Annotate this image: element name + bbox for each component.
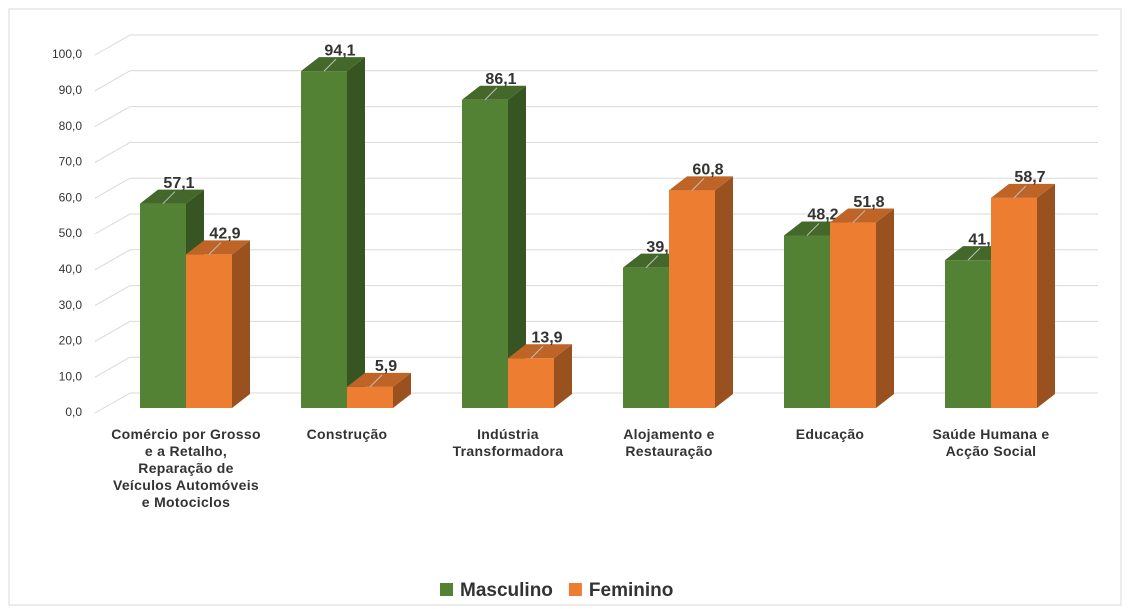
value-label: 58,7 [1014, 169, 1045, 186]
value-label: 48,2 [807, 207, 838, 224]
y-tick-label: 40,0 [59, 262, 83, 276]
bar [140, 189, 204, 408]
bar-side [393, 372, 411, 408]
bar-front [623, 267, 669, 408]
grid-line [94, 141, 1098, 163]
x-tick-label-box: Alojamento e Restauração [623, 426, 715, 459]
bar-top [462, 85, 526, 100]
bar-top [140, 189, 204, 204]
x-tick-label: Alojamento e Restauração [623, 426, 715, 459]
leader-line [369, 374, 383, 388]
y-tick-label: 0,0 [65, 405, 82, 419]
x-tick-label: Comércio por Grosso e a Retalho, Reparaç… [111, 426, 261, 510]
x-tick-label: Educação [795, 426, 865, 442]
y-tick-label: 60,0 [59, 190, 83, 204]
bar [669, 176, 733, 408]
legend-label: Masculino [460, 580, 553, 601]
x-tick-label: Saúde Humana e Acção Social [932, 426, 1050, 459]
y-tick-label: 10,0 [59, 369, 83, 383]
y-tick-label: 70,0 [59, 155, 83, 169]
y-tick-label: 20,0 [59, 334, 83, 348]
grid-line [94, 249, 1098, 271]
leader-line [162, 191, 176, 204]
bar-front [508, 358, 554, 408]
leader-line [967, 247, 981, 261]
x-tick-label-box: Indústria Transformadora [452, 426, 564, 459]
bar [186, 240, 250, 408]
bar-front [140, 203, 186, 408]
grid-line [94, 285, 1098, 307]
bar-top [991, 183, 1055, 198]
bar-side [508, 85, 526, 409]
grid-line [94, 177, 1098, 199]
leader-line [530, 345, 544, 359]
bar [830, 208, 894, 408]
value-label: 51,8 [853, 194, 884, 211]
value-label: 42,9 [209, 226, 240, 243]
bar-top [830, 208, 894, 223]
leader-line [1013, 185, 1027, 199]
bar [508, 344, 572, 408]
leader-line [645, 255, 659, 269]
x-tick-label-box: Comércio por Grosso e a Retalho, Reparaç… [111, 426, 261, 510]
bar-side [347, 57, 365, 408]
y-tick-label: 90,0 [59, 83, 83, 97]
y-tick-label: 80,0 [59, 119, 83, 133]
leader-line [852, 210, 866, 223]
y-tick-label: 50,0 [59, 226, 83, 240]
y-tick-label: 100,0 [52, 47, 82, 61]
grid-line [94, 70, 1098, 92]
grid-line [94, 320, 1098, 342]
bar-side [554, 344, 572, 408]
grid-line [94, 34, 1098, 56]
value-label: 94,1 [324, 42, 355, 59]
bar-front [301, 71, 347, 408]
bar-top [347, 372, 411, 387]
bar [301, 57, 365, 408]
bar-top [508, 344, 572, 359]
leader-line [691, 177, 705, 191]
bar-front [945, 260, 991, 408]
grid-line [94, 106, 1098, 128]
value-label: 57,1 [163, 175, 194, 192]
bar [462, 85, 526, 409]
bar-front [347, 386, 393, 408]
x-tick-label-box: Saúde Humana e Acção Social [932, 426, 1050, 459]
grid-line [94, 392, 1098, 414]
x-tick-label-box: Construção [306, 426, 388, 442]
x-tick-label-box: Educação [795, 426, 865, 442]
leader-line [806, 223, 820, 236]
grid-line [94, 213, 1098, 235]
bar [347, 372, 411, 408]
bar-front [186, 254, 232, 408]
bar-top [186, 240, 250, 255]
legend-swatch [568, 583, 582, 596]
bar [991, 183, 1055, 408]
bar-front [830, 222, 876, 408]
x-tick-label: Indústria Transformadora [452, 426, 564, 459]
y-tick-label: 30,0 [59, 298, 83, 312]
leader-line [484, 87, 498, 101]
bar-side [232, 240, 250, 408]
bar-side [715, 176, 733, 408]
bar-front [991, 197, 1037, 408]
legend-label: Feminino [589, 580, 673, 601]
bar-top [669, 176, 733, 191]
bar-front [462, 99, 508, 409]
leader-line [323, 58, 337, 72]
x-tick-label: Construção [306, 426, 388, 442]
value-label: 60,8 [692, 162, 723, 179]
grid-line [94, 356, 1098, 378]
bar-side [1037, 183, 1055, 408]
legend-swatch [440, 583, 453, 596]
value-label: 86,1 [485, 71, 516, 88]
value-label: 13,9 [531, 329, 562, 346]
bar-front [784, 235, 830, 408]
leader-line [208, 242, 222, 255]
value-label: 5,9 [375, 358, 397, 375]
bar-side [876, 208, 894, 408]
bar-front [669, 190, 715, 408]
bar-top [301, 57, 365, 72]
